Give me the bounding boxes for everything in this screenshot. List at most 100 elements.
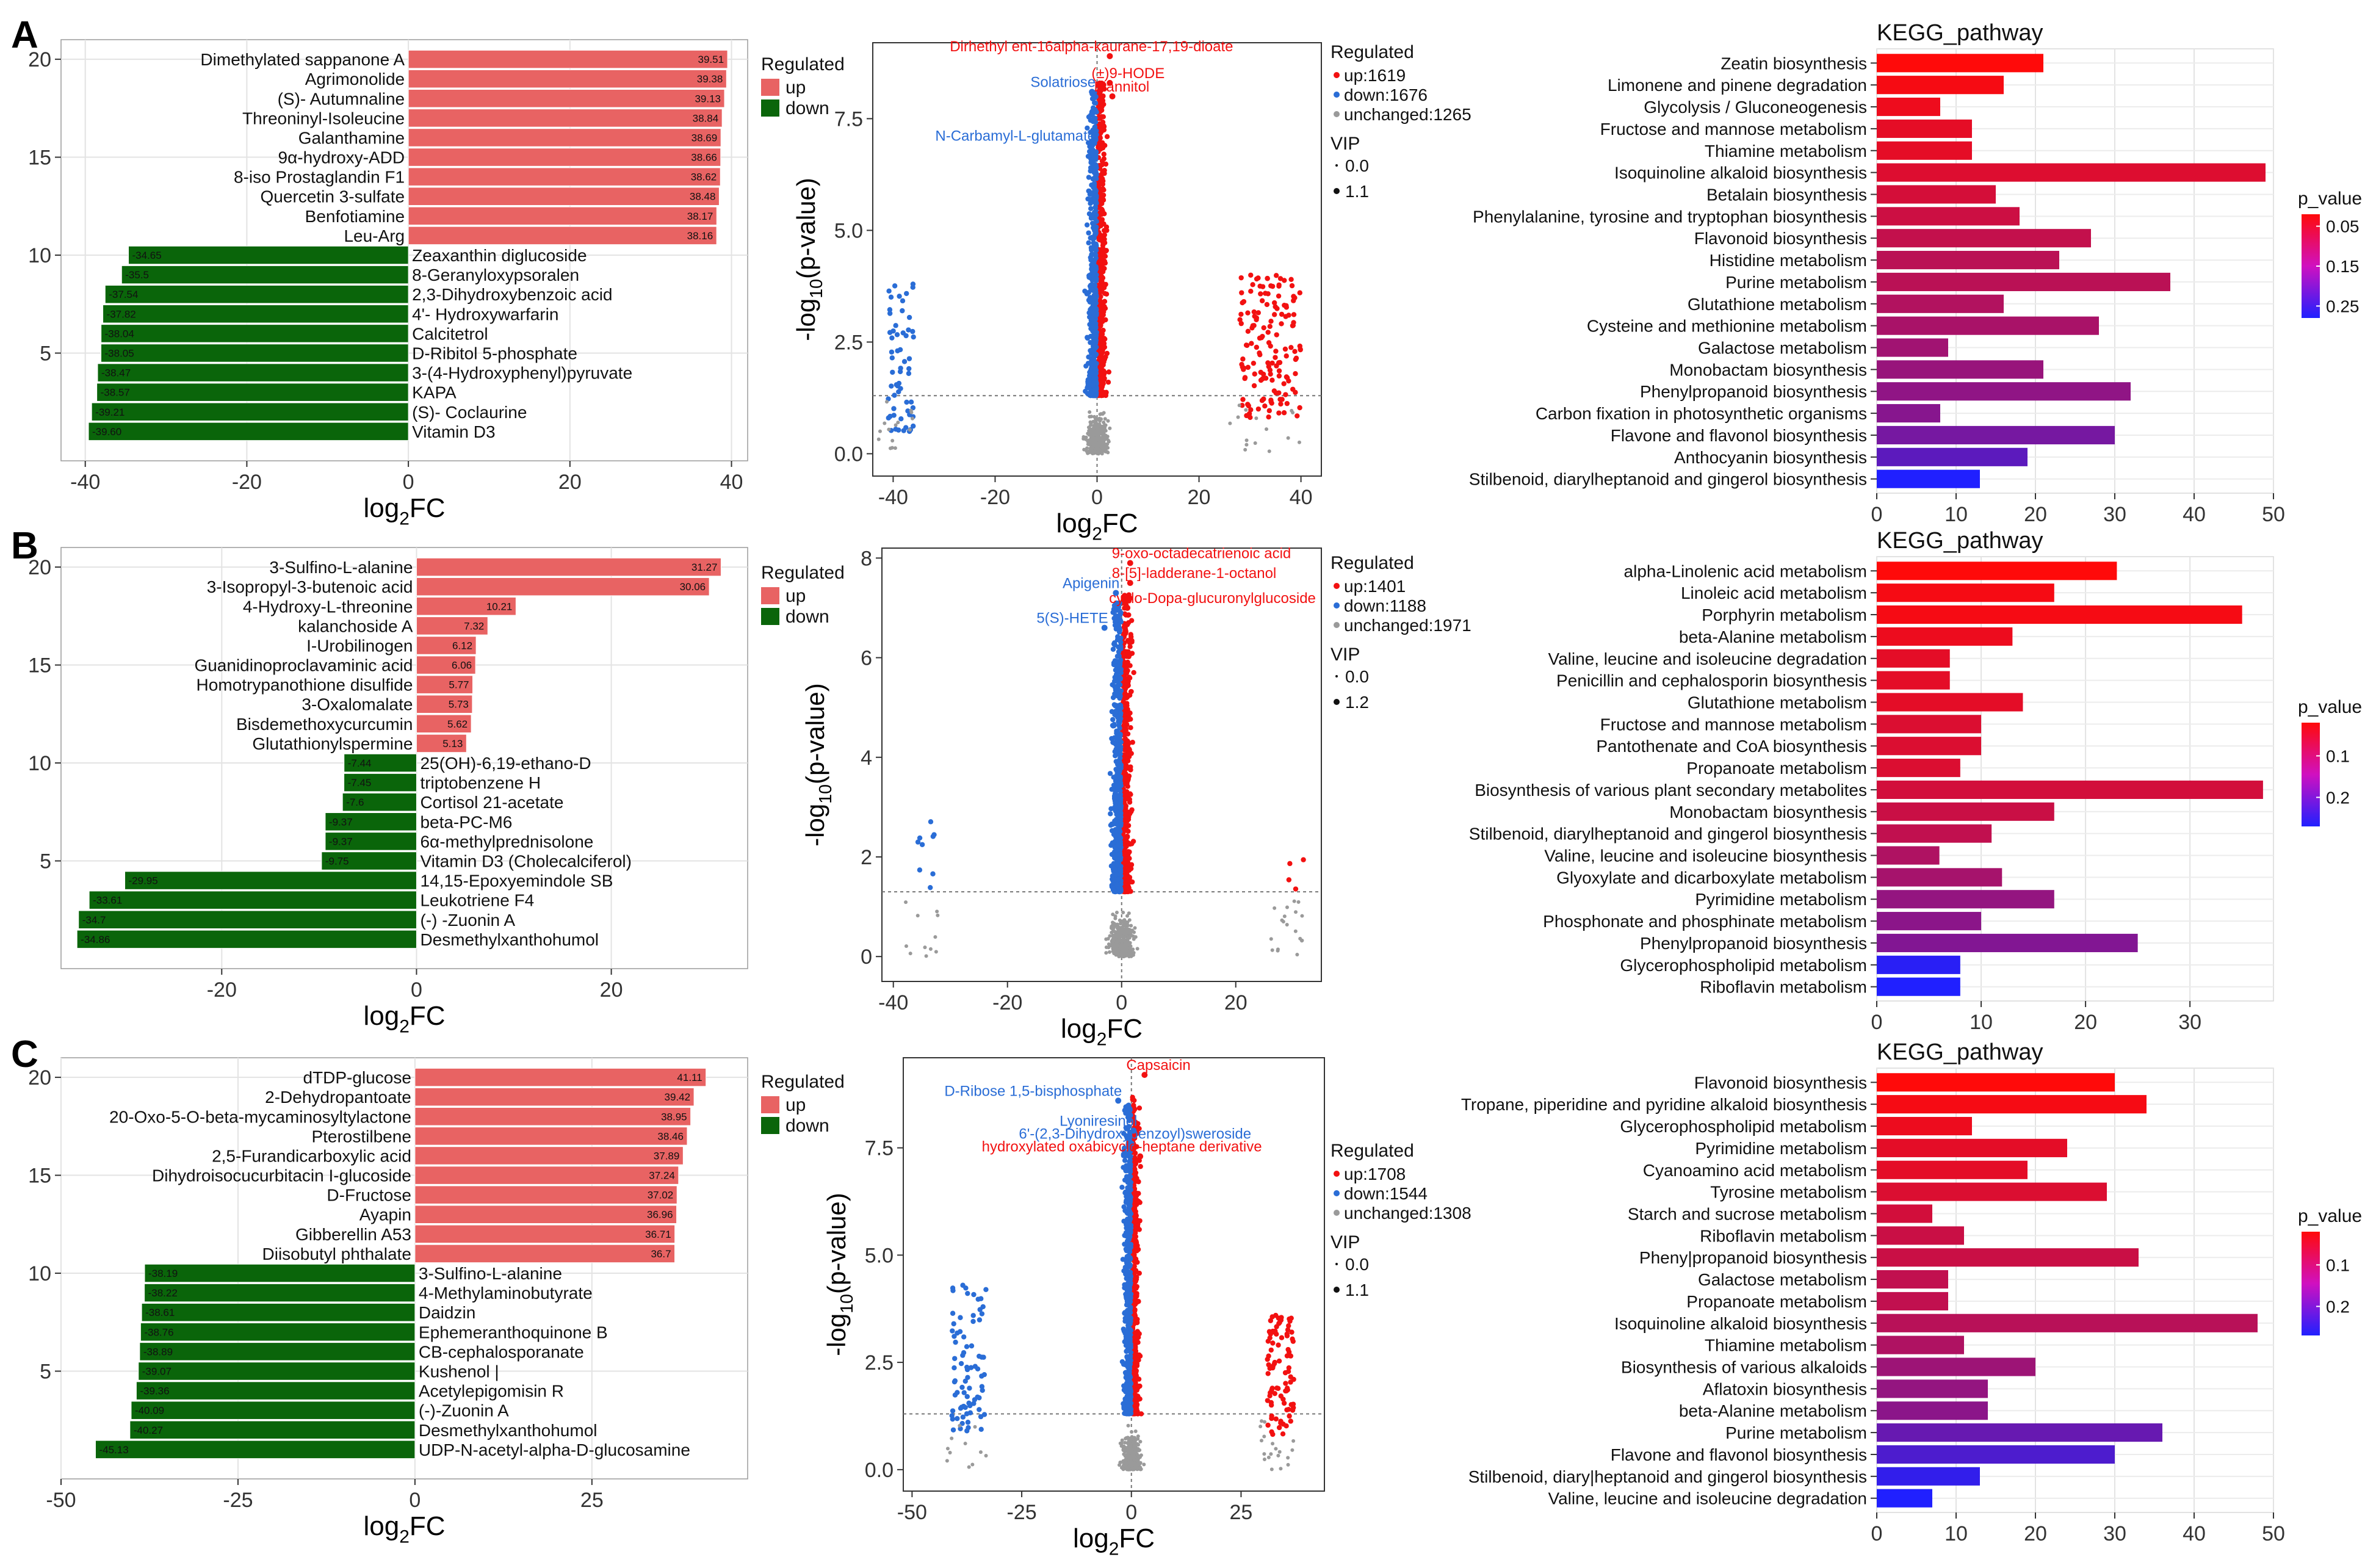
bar-down: [344, 753, 417, 773]
point-up: [1267, 323, 1273, 330]
point-up: [1260, 376, 1265, 381]
bar-value-label: 5.77: [449, 679, 469, 691]
point-up: [1291, 312, 1297, 317]
annotated-point: [1109, 93, 1116, 99]
y-tick-label: 2.5: [834, 331, 863, 354]
point-down: [1092, 228, 1097, 234]
bar-name-label: Guanidinoproclavaminic acid: [194, 656, 413, 675]
vip-label: 0.0: [1345, 156, 1369, 175]
bar-value-label: 38.66: [691, 152, 717, 164]
point-unchanged: [936, 913, 940, 917]
point-up: [1276, 373, 1282, 379]
point-unchanged: [1096, 450, 1100, 454]
point-up: [1238, 311, 1244, 317]
bar-name-label: Dimethylated sappanone A: [200, 50, 405, 69]
bar-name-label: D-Ribitol 5-phosphate: [412, 344, 577, 363]
point-annotation: 8-[5]-ladderane-1-octanol: [1112, 565, 1277, 582]
point-up: [1292, 349, 1298, 354]
bar-name-label: 9α-hydroxy-ADD: [278, 148, 405, 167]
point-up: [1122, 856, 1128, 862]
point-down: [1084, 222, 1090, 228]
pathway-label: Linoleic acid metabolism: [1681, 583, 1867, 602]
legend-swatch: [1334, 92, 1340, 98]
pathway-label: Limonene and pinene degradation: [1608, 76, 1867, 95]
point-unchanged: [1133, 926, 1137, 930]
x-tick-label: 25: [1230, 1501, 1253, 1524]
point-down: [1118, 820, 1124, 826]
pathway-label: Phosphonate and phosphinate metabolism: [1543, 912, 1867, 931]
pathway-label: Glutathione metabolism: [1688, 295, 1867, 314]
point-down: [906, 356, 912, 361]
point-down: [1091, 156, 1097, 161]
point-up: [1244, 413, 1249, 419]
point-up: [1287, 861, 1293, 867]
point-down: [906, 314, 912, 320]
bar-up: [414, 1244, 676, 1263]
point-down: [1118, 710, 1124, 716]
legend-swatch: [761, 1096, 779, 1113]
point-down: [898, 366, 903, 371]
point-down: [1086, 211, 1092, 217]
point-up: [1248, 407, 1254, 413]
annotated-point: [1089, 142, 1096, 149]
bar-name-label: Leu-Arg: [344, 226, 405, 245]
bar-name-label: 25(OH)-6,19-ethano-D: [420, 754, 591, 773]
point-up: [1260, 284, 1266, 289]
point-down: [1113, 709, 1119, 715]
point-up: [1276, 368, 1282, 374]
annotated-point: [1089, 89, 1096, 95]
point-up: [1097, 86, 1103, 92]
legend-label: up:1401: [1344, 577, 1406, 596]
bar-up: [414, 1224, 676, 1244]
point-unchanged: [1136, 1443, 1141, 1447]
point-unchanged: [1090, 450, 1094, 454]
point-down: [1118, 798, 1124, 803]
point-up: [1279, 311, 1285, 317]
point-unchanged: [1106, 450, 1110, 455]
point-down: [1116, 770, 1122, 775]
legend-label: down:1188: [1344, 596, 1426, 615]
point-unchanged: [1254, 416, 1258, 421]
bar-name-label: kalanchoside A: [298, 616, 413, 635]
point-unchanged: [1121, 1467, 1125, 1472]
point-unchanged: [1127, 1460, 1132, 1464]
bar-value-label: 37.02: [648, 1190, 674, 1201]
bar-name-label: triptobenzene H: [420, 773, 541, 792]
y-tick-label: 15: [28, 1165, 51, 1188]
point-down: [1122, 1158, 1128, 1163]
pathway-bar: [1877, 715, 1982, 734]
pathway-label: Fructose and mannose metabolism: [1600, 120, 1867, 139]
point-up: [1298, 347, 1303, 352]
point-unchanged: [896, 421, 900, 425]
bar-down: [131, 1401, 416, 1420]
point-up: [1255, 310, 1261, 316]
point-unchanged: [887, 427, 891, 432]
point-up: [1097, 236, 1103, 242]
point-down: [1093, 199, 1099, 205]
bar-value-label: -34.86: [81, 934, 110, 945]
point-down: [906, 370, 912, 377]
point-up: [1096, 123, 1102, 128]
point-unchanged: [935, 909, 939, 914]
point-up: [1134, 1387, 1139, 1393]
colorbar-label: 0.15: [2326, 257, 2360, 276]
bar-down: [135, 1381, 416, 1400]
bar-up: [416, 734, 467, 753]
bar-up: [416, 636, 477, 655]
point-down: [1113, 608, 1119, 613]
point-unchanged: [1119, 922, 1123, 926]
point-down: [1111, 615, 1117, 621]
bar-name-label: Calcitetrol: [412, 324, 488, 343]
point-unchanged: [1089, 436, 1093, 440]
point-down: [1124, 1314, 1130, 1320]
point-unchanged: [1244, 438, 1249, 443]
pathway-bar: [1877, 955, 1960, 974]
bar-name-label: Ayapin: [359, 1205, 411, 1224]
point-unchanged: [1133, 1442, 1137, 1446]
bar-value-label: -40.09: [135, 1405, 164, 1417]
x-tick-label: 0: [1091, 486, 1103, 509]
y-tick-label: 7.5: [834, 107, 863, 131]
bar-down: [97, 363, 409, 382]
bar-value-label: 38.17: [687, 211, 713, 222]
pathway-label: Flavone and flavonol biosynthesis: [1611, 426, 1867, 445]
